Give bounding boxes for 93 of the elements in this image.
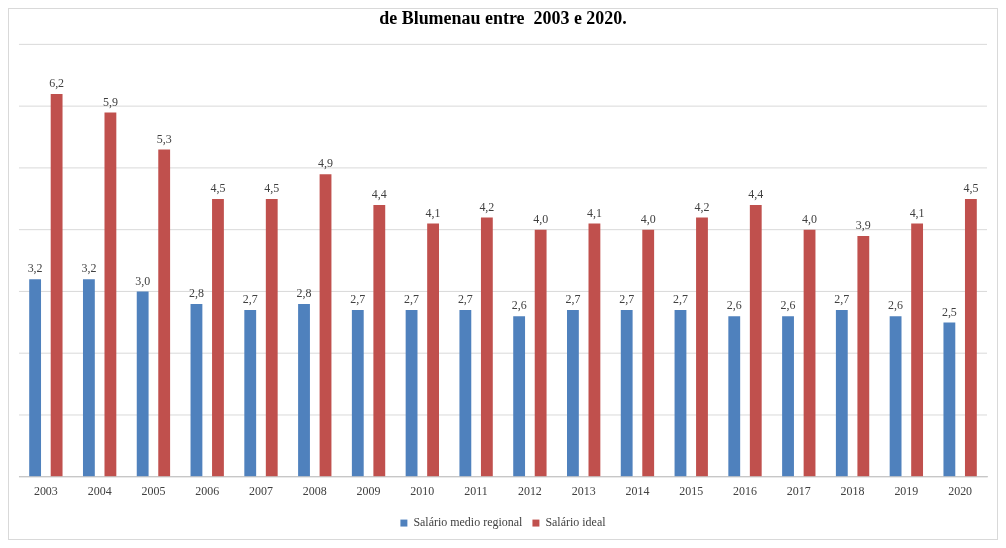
bar <box>567 310 579 477</box>
bar <box>620 310 633 477</box>
data-label: 4,1 <box>586 205 602 220</box>
data-label: 2,7 <box>619 292 635 307</box>
data-label: 4,9 <box>318 156 334 171</box>
data-label: 2,7 <box>672 292 688 307</box>
bar <box>459 310 472 477</box>
data-label: 2,7 <box>457 292 473 307</box>
data-label: 3,9 <box>855 218 871 233</box>
bar <box>427 223 439 477</box>
x-tick-label: 2014 <box>625 484 650 499</box>
data-label: 2,5 <box>941 304 957 319</box>
data-label: 4,1 <box>425 205 441 220</box>
bar <box>943 322 956 477</box>
bar <box>728 316 741 477</box>
bar <box>964 198 977 477</box>
bar <box>351 310 364 477</box>
x-tick-label: 2004 <box>87 484 112 499</box>
data-label: 4,1 <box>909 205 925 220</box>
bar <box>405 310 418 477</box>
data-label: 4,2 <box>479 199 495 214</box>
data-label: 2,7 <box>242 292 258 307</box>
data-label: 4,0 <box>802 211 818 226</box>
data-label: 2,6 <box>780 298 796 313</box>
x-tick-label: 2011 <box>464 484 488 499</box>
bar <box>190 303 203 477</box>
legend-label: Salário medio regional <box>413 515 524 530</box>
x-tick-label: 2016 <box>733 484 757 499</box>
bar <box>803 229 816 477</box>
x-tick-label: 2009 <box>356 484 381 499</box>
bar <box>212 198 224 477</box>
x-tick-label: 2003 <box>33 484 58 499</box>
bar <box>136 291 149 477</box>
x-tick-label: 2015 <box>679 484 704 499</box>
data-label: 2,8 <box>296 286 312 301</box>
legend-label: Salário ideal <box>545 515 607 530</box>
bar <box>674 310 687 477</box>
data-label: 4,4 <box>748 187 764 202</box>
x-tick-label: 2018 <box>840 484 865 499</box>
data-label: 2,8 <box>188 286 204 301</box>
bar <box>104 112 117 477</box>
data-label: 4,4 <box>371 187 387 202</box>
data-label: 4,0 <box>533 211 549 226</box>
bar <box>782 316 794 477</box>
bar <box>373 205 386 477</box>
bar <box>82 279 95 477</box>
bar <box>265 198 278 477</box>
bar <box>642 229 655 477</box>
data-label: 2,6 <box>511 298 527 313</box>
data-label: 2,7 <box>350 292 366 307</box>
bar <box>835 310 848 477</box>
bar <box>911 223 924 477</box>
x-tick-label: 2005 <box>141 484 166 499</box>
data-label: 4,5 <box>210 181 226 196</box>
bar <box>50 93 63 477</box>
x-tick-label: 2017 <box>786 484 811 499</box>
data-label: 2,6 <box>888 298 904 313</box>
bar <box>298 303 310 477</box>
data-label: 2,7 <box>834 292 850 307</box>
bar <box>588 223 601 477</box>
bar <box>244 310 257 477</box>
data-label: 6,2 <box>49 76 65 91</box>
bar <box>480 217 493 477</box>
data-label: 4,2 <box>694 199 710 214</box>
bar <box>29 279 42 477</box>
bar <box>158 149 171 477</box>
data-label: 2,7 <box>565 292 581 307</box>
data-label: 4,0 <box>640 211 656 226</box>
x-tick-label: 2010 <box>410 484 435 499</box>
bar <box>749 205 762 477</box>
data-label: 4,5 <box>264 181 280 196</box>
x-tick-label: 2012 <box>517 484 542 499</box>
x-tick-label: 2008 <box>302 484 327 499</box>
chart-title: de Blumenau entre 2003 e 2020. <box>379 8 627 29</box>
data-label: 3,2 <box>27 261 43 276</box>
bar <box>534 229 547 477</box>
data-label: 2,7 <box>404 292 420 307</box>
data-label: 2,6 <box>726 298 742 313</box>
bar <box>857 235 870 477</box>
x-tick-label: 2020 <box>948 484 973 499</box>
data-label: 5,3 <box>156 131 172 146</box>
bar <box>889 316 902 477</box>
data-label: 4,5 <box>963 181 979 196</box>
x-tick-label: 2006 <box>195 484 220 499</box>
data-label: 3,0 <box>135 273 151 288</box>
bar <box>696 217 708 477</box>
x-tick-label: 2007 <box>249 484 273 499</box>
x-tick-label: 2013 <box>571 484 596 499</box>
x-tick-label: 2019 <box>894 484 919 499</box>
data-label: 5,9 <box>102 94 118 109</box>
bar <box>513 316 526 477</box>
bar <box>319 174 332 477</box>
data-label: 3,2 <box>81 261 97 276</box>
